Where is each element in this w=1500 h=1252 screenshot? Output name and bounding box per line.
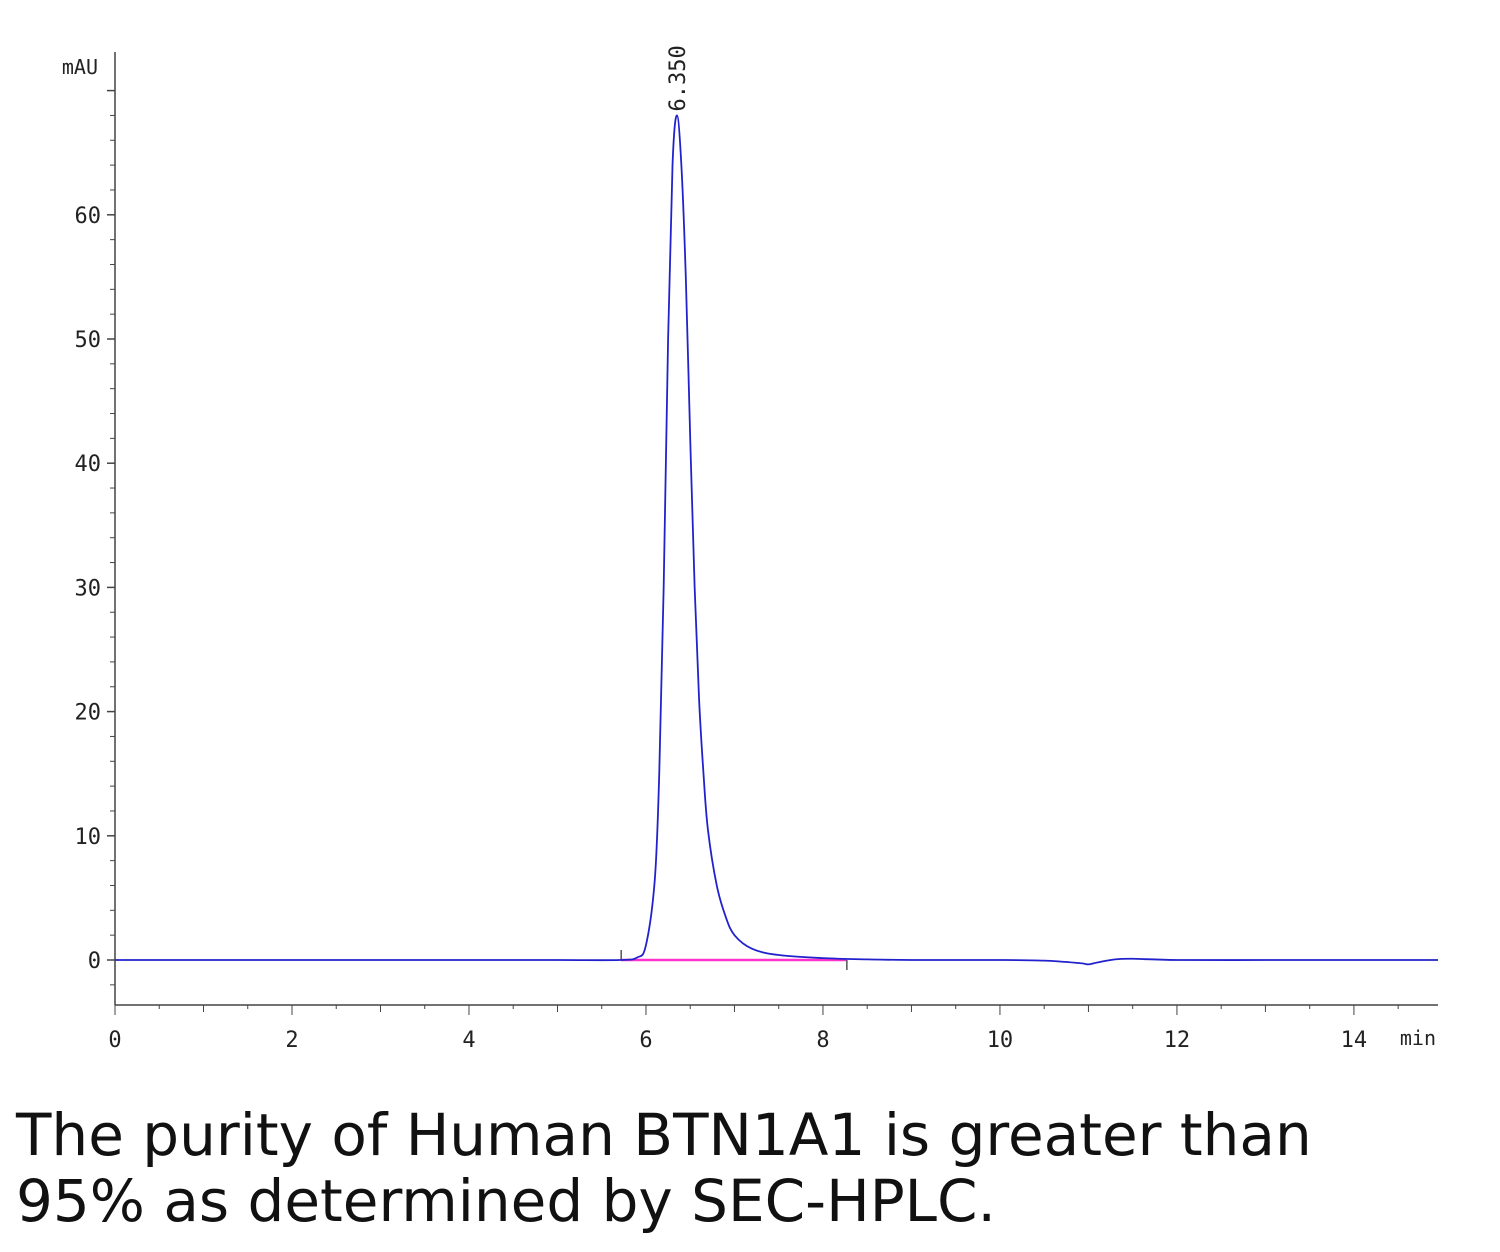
chromatogram-chart: 0 10 20 30 40 50 60 mAU 0 2 4 6 8 10 12 14 min 6.350 bbox=[62, 45, 1438, 1053]
peak-retention-label: 6.350 bbox=[666, 45, 691, 111]
chromatogram-trace bbox=[115, 114, 1438, 966]
caption-line-1: The purity of Human BTN1A1 is greater th… bbox=[16, 1101, 1312, 1169]
y-tick-label: 40 bbox=[75, 452, 102, 477]
y-tick-label: 30 bbox=[75, 576, 102, 601]
caption-line-2: 95% as determined by SEC-HPLC. bbox=[16, 1167, 996, 1235]
x-tick-label: 0 bbox=[108, 1028, 121, 1053]
x-tick-label: 4 bbox=[462, 1028, 475, 1053]
y-axis-unit: mAU bbox=[62, 55, 98, 79]
x-tick-label: 12 bbox=[1164, 1028, 1191, 1053]
y-tick-label: 0 bbox=[88, 949, 101, 974]
x-tick-label: 6 bbox=[639, 1028, 652, 1053]
x-axis-unit: min bbox=[1400, 1026, 1436, 1050]
y-tick-label: 60 bbox=[75, 204, 102, 229]
x-tick-label: 10 bbox=[987, 1028, 1014, 1053]
x-tick-label: 2 bbox=[285, 1028, 298, 1053]
y-tick-label: 20 bbox=[75, 701, 102, 726]
purity-caption: The purity of Human BTN1A1 is greater th… bbox=[16, 1102, 1476, 1234]
y-tick-label: 10 bbox=[75, 825, 102, 850]
y-tick-label: 50 bbox=[75, 328, 102, 353]
x-tick-label: 8 bbox=[816, 1028, 829, 1053]
x-tick-label: 14 bbox=[1341, 1028, 1368, 1053]
chromatogram-svg: 0 10 20 30 40 50 60 mAU 0 2 4 6 8 10 12 14 min 6.350 bbox=[62, 45, 1438, 1053]
